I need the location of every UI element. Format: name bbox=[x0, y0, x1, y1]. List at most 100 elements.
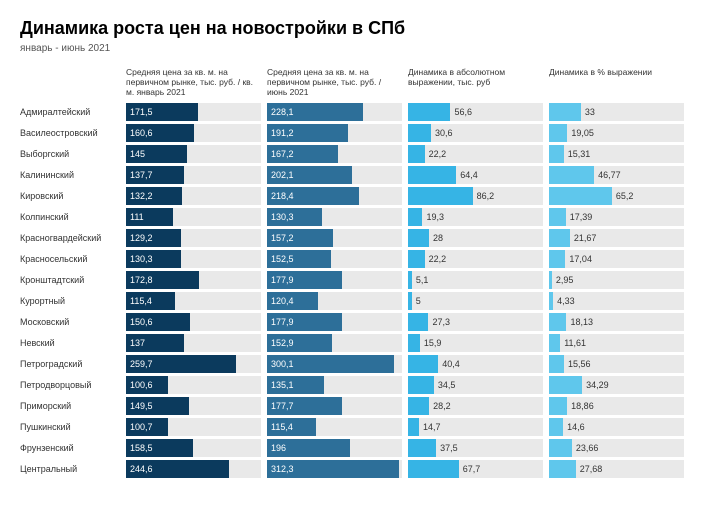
district-label: Петроградский bbox=[20, 355, 120, 373]
bar-value: 100,6 bbox=[126, 380, 153, 390]
bar-cell: 244,6 bbox=[126, 460, 261, 478]
bar-value: 244,6 bbox=[126, 464, 153, 474]
bar-cell: 19,05 bbox=[549, 124, 684, 142]
district-label: Центральный bbox=[20, 460, 120, 478]
bar-value: 86,2 bbox=[473, 191, 495, 201]
bar: 157,2 bbox=[267, 229, 333, 247]
bar bbox=[549, 397, 567, 415]
bar-value: 300,1 bbox=[267, 359, 294, 369]
bar: 228,1 bbox=[267, 103, 363, 121]
bar-cell: 56,6 bbox=[408, 103, 543, 121]
bar-value: 46,77 bbox=[594, 170, 621, 180]
bar bbox=[549, 418, 563, 436]
bar-value: 56,6 bbox=[450, 107, 472, 117]
bar: 196 bbox=[267, 439, 350, 457]
bar-value: 18,86 bbox=[567, 401, 594, 411]
bar-value: 202,1 bbox=[267, 170, 294, 180]
bar-value: 152,5 bbox=[267, 254, 294, 264]
bar-value: 14,7 bbox=[419, 422, 441, 432]
bar-cell: 177,9 bbox=[267, 313, 402, 331]
bar: 312,3 bbox=[267, 460, 399, 478]
bar-cell: 27,68 bbox=[549, 460, 684, 478]
bar-cell: 11,61 bbox=[549, 334, 684, 352]
bar-value: 160,6 bbox=[126, 128, 153, 138]
bar-cell: 100,7 bbox=[126, 418, 261, 436]
column-header: Динамика в % выражении bbox=[549, 68, 684, 103]
bar-cell: 33 bbox=[549, 103, 684, 121]
bar-value: 67,7 bbox=[459, 464, 481, 474]
bar-value: 130,3 bbox=[126, 254, 153, 264]
bar-value: 2,95 bbox=[552, 275, 574, 285]
bar bbox=[549, 376, 582, 394]
bar-cell: 34,29 bbox=[549, 376, 684, 394]
bar-value: 11,61 bbox=[560, 338, 586, 348]
bar-cell: 160,6 bbox=[126, 124, 261, 142]
bar bbox=[408, 460, 459, 478]
bar: 137,7 bbox=[126, 166, 184, 184]
bar-cell: 18,86 bbox=[549, 397, 684, 415]
bar-value: 17,04 bbox=[565, 254, 592, 264]
bar: 130,3 bbox=[267, 208, 322, 226]
bar: 145 bbox=[126, 145, 187, 163]
bar-value: 111 bbox=[126, 212, 144, 222]
bar-cell: 21,67 bbox=[549, 229, 684, 247]
bar-value: 172,8 bbox=[126, 275, 153, 285]
bar-cell: 137,7 bbox=[126, 166, 261, 184]
bar-value: 120,4 bbox=[267, 296, 294, 306]
bar-value: 137 bbox=[126, 338, 145, 348]
district-label: Приморский bbox=[20, 397, 120, 415]
bar bbox=[408, 250, 425, 268]
bar: 132,2 bbox=[126, 187, 182, 205]
bar: 152,9 bbox=[267, 334, 332, 352]
bar bbox=[549, 208, 566, 226]
bar-value: 19,05 bbox=[567, 128, 594, 138]
bar: 152,5 bbox=[267, 250, 331, 268]
bar: 137 bbox=[126, 334, 184, 352]
bar-cell: 130,3 bbox=[126, 250, 261, 268]
bar bbox=[408, 334, 420, 352]
district-label: Петродворцовый bbox=[20, 376, 120, 394]
bar-cell: 22,2 bbox=[408, 250, 543, 268]
bar: 135,1 bbox=[267, 376, 324, 394]
bar-cell: 150,6 bbox=[126, 313, 261, 331]
bar-value: 23,66 bbox=[572, 443, 599, 453]
bar-cell: 15,56 bbox=[549, 355, 684, 373]
bar-cell: 132,2 bbox=[126, 187, 261, 205]
chart-title: Динамика роста цен на новостройки в СПб bbox=[20, 18, 685, 39]
bar: 158,5 bbox=[126, 439, 193, 457]
column-header: Средняя цена за кв. м. на первичном рынк… bbox=[267, 68, 402, 103]
bar-value: 196 bbox=[267, 443, 286, 453]
bar bbox=[549, 145, 564, 163]
bar-value: 5 bbox=[412, 296, 421, 306]
row-label-header bbox=[20, 68, 120, 103]
bar bbox=[549, 166, 594, 184]
district-label: Невский bbox=[20, 334, 120, 352]
bar-value: 40,4 bbox=[438, 359, 460, 369]
bar-value: 150,6 bbox=[126, 317, 153, 327]
bar bbox=[549, 229, 570, 247]
bar-value: 15,56 bbox=[564, 359, 591, 369]
column-header: Динамика в абсолютном выражении, тыс. ру… bbox=[408, 68, 543, 103]
bar bbox=[408, 229, 429, 247]
bar-cell: 17,39 bbox=[549, 208, 684, 226]
bar-value: 14,6 bbox=[563, 422, 585, 432]
bar: 202,1 bbox=[267, 166, 352, 184]
bar: 130,3 bbox=[126, 250, 181, 268]
bar-cell: 152,9 bbox=[267, 334, 402, 352]
bar-cell: 115,4 bbox=[126, 292, 261, 310]
bar bbox=[408, 376, 434, 394]
district-label: Московский bbox=[20, 313, 120, 331]
bar bbox=[408, 103, 450, 121]
bar-value: 115,4 bbox=[126, 296, 152, 306]
bar-cell: 171,5 bbox=[126, 103, 261, 121]
bar: 167,2 bbox=[267, 145, 338, 163]
bar-value: 167,2 bbox=[267, 149, 294, 159]
bar-cell: 111 bbox=[126, 208, 261, 226]
bar-cell: 100,6 bbox=[126, 376, 261, 394]
bar-cell: 137 bbox=[126, 334, 261, 352]
column-header: Средняя цена за кв. м. на первичном рынк… bbox=[126, 68, 261, 103]
district-label: Пушкинский bbox=[20, 418, 120, 436]
bar bbox=[408, 124, 431, 142]
bar-value: 137,7 bbox=[126, 170, 153, 180]
bar-value: 34,5 bbox=[434, 380, 456, 390]
